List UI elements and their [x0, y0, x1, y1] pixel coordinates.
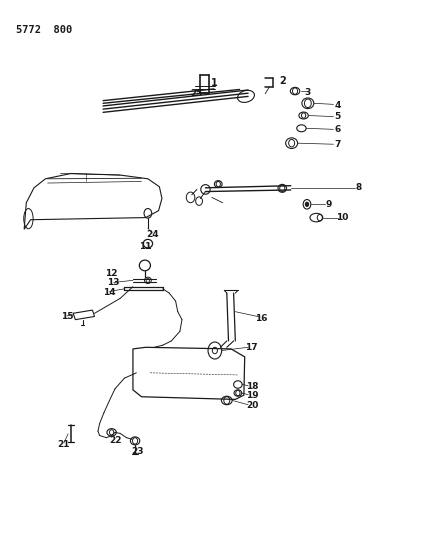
Text: 2: 2	[279, 77, 285, 86]
Text: 11: 11	[140, 242, 152, 251]
Text: 3: 3	[305, 87, 311, 96]
Text: 1: 1	[211, 78, 217, 88]
Text: 5: 5	[335, 112, 341, 121]
Text: 19: 19	[246, 391, 259, 400]
Text: 10: 10	[336, 213, 348, 222]
Circle shape	[305, 202, 309, 206]
Text: 25: 25	[191, 89, 203, 98]
Text: 18: 18	[246, 382, 259, 391]
Text: 14: 14	[103, 287, 116, 296]
Text: 4: 4	[335, 101, 341, 110]
Text: 21: 21	[58, 440, 70, 449]
Text: 16: 16	[255, 314, 267, 323]
Text: 8: 8	[356, 183, 362, 192]
Text: 13: 13	[107, 278, 120, 287]
Text: 9: 9	[326, 200, 333, 209]
Text: 20: 20	[246, 401, 259, 410]
Text: 23: 23	[131, 447, 143, 456]
Text: 5772  800: 5772 800	[16, 25, 72, 35]
Text: 12: 12	[105, 270, 118, 278]
Text: 6: 6	[335, 125, 341, 134]
Text: 22: 22	[110, 437, 122, 446]
Text: 24: 24	[146, 230, 158, 239]
Text: 17: 17	[245, 343, 258, 352]
Text: 15: 15	[61, 312, 73, 321]
Text: 7: 7	[335, 140, 341, 149]
